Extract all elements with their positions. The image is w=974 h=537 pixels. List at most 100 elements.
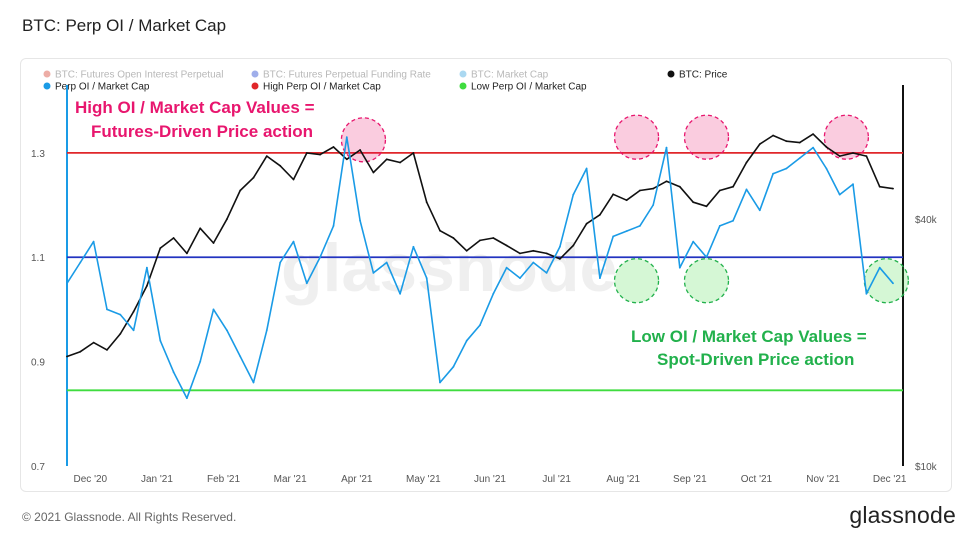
- series-1-point-48: [705, 256, 708, 259]
- series-1-point-47: [692, 240, 695, 243]
- glassnode-logo[interactable]: glassnode: [849, 502, 956, 528]
- watermark: glassnode: [281, 230, 617, 306]
- series-1-point-52: [758, 209, 761, 212]
- series-0-point-42: [625, 199, 628, 202]
- series-0-point-1: [79, 350, 82, 353]
- y-left-tick-label-3: 1.3: [31, 149, 45, 160]
- x-tick-label-6: Jun '21: [474, 474, 506, 485]
- high-highlight-circle-0: [340, 117, 387, 163]
- legend-item-0[interactable]: BTC: Futures Open Interest Perpetual: [55, 70, 223, 81]
- series-1-point-1: [79, 261, 82, 264]
- series-1-point-8: [172, 371, 175, 373]
- series-0-point-21: [345, 158, 348, 161]
- series-1-point-12: [226, 329, 228, 332]
- x-tick-label-11: Nov '21: [806, 474, 840, 485]
- legend-item-3[interactable]: BTC: Price: [679, 70, 728, 81]
- series-0-point-46: [678, 185, 681, 188]
- series-1-point-15: [265, 329, 268, 332]
- chart-frame: BTC: Futures Open Interest Perpetual BTC:…: [20, 58, 952, 492]
- series-1-point-46: [678, 266, 681, 269]
- series-1-point-41: [612, 235, 615, 238]
- series-1-point-18: [305, 282, 308, 285]
- series-1-point-36: [545, 272, 548, 274]
- series-0-point-13: [239, 189, 242, 192]
- series-1-point-21: [345, 136, 348, 139]
- series-0-point-3: [106, 349, 108, 351]
- series-0-point-20: [332, 146, 335, 148]
- series-0-point-30: [465, 249, 468, 252]
- low-highlight-circle-0: [613, 258, 660, 304]
- series-1-point-45: [665, 146, 668, 149]
- x-tick-label-0: Dec '20: [74, 474, 108, 485]
- series-0-point-19: [319, 153, 321, 156]
- series-1-point-14: [252, 381, 255, 384]
- series-1-point-3: [106, 308, 108, 311]
- chart-title: BTC: Perp OI / Market Cap: [22, 16, 227, 35]
- series-0-point-18: [305, 152, 308, 154]
- legend-item-4[interactable]: Perp OI / Market Cap: [55, 82, 150, 93]
- series-0-point-37: [559, 258, 561, 260]
- series-0-point-62: [892, 187, 894, 190]
- legend-item-2[interactable]: BTC: Market Cap: [471, 70, 549, 81]
- series-1-point-29: [452, 365, 455, 368]
- series-1-point-49: [718, 225, 721, 227]
- series-1-point-23: [372, 272, 375, 274]
- series-1-point-37: [559, 245, 561, 248]
- legend-dot-5: [251, 82, 259, 90]
- series-1-point-0: [66, 282, 68, 285]
- series-0-point-26: [412, 152, 415, 154]
- series-0-point-5: [132, 310, 135, 313]
- series-0-point-44: [652, 187, 655, 190]
- legend-item-6[interactable]: Low Perp OI / Market Cap: [471, 82, 587, 93]
- series-1-point-34: [519, 277, 521, 279]
- axis-ticks: Dec '20 Jan '21 Feb '21 Mar '21 Apr '21 May '…: [31, 149, 938, 485]
- series-1-point-6: [146, 266, 148, 269]
- series-0-point-54: [785, 140, 788, 143]
- series-1-point-50: [732, 219, 734, 222]
- series-0-point-60: [865, 155, 868, 157]
- series-0-point-14: [252, 176, 255, 179]
- legend-item-1[interactable]: BTC: Futures Perpetual Funding Rate: [263, 70, 431, 81]
- y-left-tick-label-0: 0.7: [31, 462, 45, 473]
- series-1-point-27: [425, 277, 428, 279]
- series-0-point-35: [532, 249, 535, 252]
- series-1-point-51: [745, 188, 748, 191]
- series-1-point-26: [412, 245, 415, 248]
- y-right-tick-label-0: $10k: [915, 462, 938, 473]
- series-0-point-34: [519, 252, 521, 255]
- series-1-point-38: [572, 193, 575, 196]
- series-0-point-48: [705, 205, 708, 208]
- series-1-point-30: [465, 339, 468, 342]
- series-1-point-17: [292, 240, 295, 243]
- y-left-tick-label-1: 0.9: [31, 358, 45, 369]
- series-1-point-59: [852, 183, 854, 186]
- series-1-point-32: [492, 292, 495, 295]
- series-0-point-56: [812, 133, 814, 135]
- high-highlight-circle-1: [613, 114, 660, 160]
- series-1-point-55: [798, 157, 801, 159]
- series-0-point-29: [452, 237, 455, 239]
- legend-item-5[interactable]: High Perp OI / Market Cap: [263, 82, 381, 93]
- series-1-point-22: [359, 219, 361, 222]
- x-tick-label-2: Feb '21: [207, 474, 240, 485]
- series-0-point-4: [119, 333, 122, 335]
- legend-dot-4: [43, 82, 51, 90]
- x-tick-label-7: Jul '21: [542, 474, 571, 485]
- x-tick-label-12: Dec '21: [873, 474, 907, 485]
- legend-dot-3: [667, 70, 675, 78]
- legend-dot-1: [251, 70, 259, 78]
- series-1-point-13: [239, 355, 242, 358]
- series-0-point-49: [718, 189, 721, 192]
- high-highlight-circle-3: [823, 114, 870, 160]
- annotation-high-line2: Futures-Driven Price action: [91, 122, 313, 141]
- annotation-low-line1: Low OI / Market Cap Values =: [631, 327, 867, 346]
- legend-dot-0: [43, 70, 51, 78]
- series-0-point-23: [372, 171, 375, 174]
- series-1-point-35: [532, 261, 535, 264]
- series-1-point-31: [479, 324, 481, 326]
- series-0-point-36: [545, 252, 548, 255]
- copyright-text: © 2021 Glassnode. All Rights Reserved.: [22, 510, 237, 524]
- series-0-point-38: [572, 244, 575, 247]
- series-0-point-17: [292, 178, 295, 181]
- x-tick-label-4: Apr '21: [341, 474, 373, 485]
